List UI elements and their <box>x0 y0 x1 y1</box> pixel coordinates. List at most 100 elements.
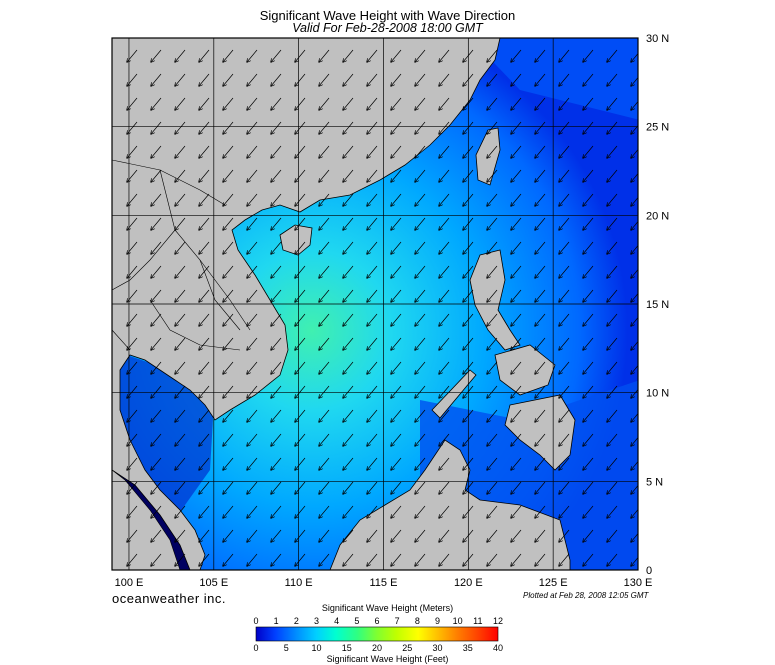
wave-arrow <box>391 289 402 302</box>
wave-arrow <box>559 193 570 206</box>
wave-arrow <box>295 313 306 326</box>
wave-arrow <box>391 49 402 62</box>
wave-arrow <box>295 121 306 134</box>
land-visayas <box>494 344 556 396</box>
wave-arrow <box>583 553 594 566</box>
wave-arrow <box>319 289 330 302</box>
wave-arrow <box>583 49 594 62</box>
wave-arrow <box>367 337 378 350</box>
wave-arrow <box>583 121 594 134</box>
wave-arrow <box>535 529 546 542</box>
wave-arrow <box>583 289 594 302</box>
wave-arrow <box>607 385 618 398</box>
wave-arrow <box>583 217 594 230</box>
wave-arrow <box>271 361 282 374</box>
wave-arrow <box>295 481 306 494</box>
wave-arrow <box>199 289 210 302</box>
wave-arrow <box>223 193 234 206</box>
wave-arrow <box>511 217 522 230</box>
land-palawan <box>431 369 477 419</box>
wave-arrow <box>151 313 162 326</box>
wave-arrow <box>247 505 258 518</box>
wave-arrow <box>295 505 306 518</box>
wave-arrow <box>607 553 618 566</box>
wave-arrow <box>247 217 258 230</box>
colorbar-feet-tick: 10 <box>311 643 321 653</box>
wave-arrow <box>607 97 618 110</box>
wave-arrow <box>511 337 522 350</box>
wave-arrow <box>415 337 426 350</box>
wave-arrow <box>151 505 162 518</box>
wave-arrow <box>631 101 638 110</box>
wave-arrow <box>583 481 594 494</box>
wave-arrow <box>631 125 638 134</box>
wave-arrow <box>271 241 282 254</box>
wave-arrow <box>175 337 186 350</box>
wave-arrow <box>319 361 330 374</box>
wave-arrow <box>415 505 426 518</box>
colorbar-meter-tick: 4 <box>334 616 339 626</box>
wave-arrow <box>295 289 306 302</box>
wave-arrow <box>343 193 354 206</box>
wave-arrow <box>175 409 186 422</box>
wave-arrow <box>559 553 570 566</box>
wave-arrow <box>175 529 186 542</box>
wave-arrow <box>247 457 258 470</box>
wave-arrow <box>247 529 258 542</box>
wave-arrow <box>583 265 594 278</box>
wave-arrow <box>487 313 498 326</box>
wave-arrow <box>415 529 426 542</box>
wave-arrow <box>367 217 378 230</box>
wave-arrow <box>559 409 570 422</box>
wave-arrow <box>415 313 426 326</box>
wave-arrow <box>271 217 282 230</box>
colorbar-meter-tick: 5 <box>354 616 359 626</box>
wave-arrow <box>295 433 306 446</box>
land-borneo <box>329 439 571 570</box>
wave-arrow <box>151 337 162 350</box>
wave-arrow <box>151 289 162 302</box>
wave-arrow <box>511 169 522 182</box>
wave-arrow <box>487 385 498 398</box>
wave-arrow <box>295 97 306 110</box>
wave-arrow <box>199 385 210 398</box>
wave-arrow <box>247 265 258 278</box>
wave-arrow <box>439 529 450 542</box>
wave-arrow <box>559 481 570 494</box>
wave-arrow <box>223 457 234 470</box>
wave-arrow <box>223 121 234 134</box>
wave-arrow <box>367 361 378 374</box>
wave-arrow <box>223 265 234 278</box>
wave-arrow <box>175 265 186 278</box>
wave-arrow <box>151 241 162 254</box>
wave-arrow <box>151 265 162 278</box>
wave-arrow <box>271 553 282 566</box>
wave-arrow <box>247 73 258 86</box>
wave-arrow <box>631 245 638 254</box>
plotted-time: Plotted at Feb 28, 2008 12:05 GMT <box>523 591 649 600</box>
wave-arrow <box>319 433 330 446</box>
wave-arrow <box>271 145 282 158</box>
wave-arrow <box>535 337 546 350</box>
wave-arrow <box>607 49 618 62</box>
lat-tick-label: 30 N <box>646 33 669 45</box>
wave-arrow <box>415 409 426 422</box>
wave-arrow <box>367 409 378 422</box>
wave-arrow <box>535 289 546 302</box>
wave-arrow <box>223 217 234 230</box>
wave-arrow <box>319 385 330 398</box>
wave-arrow <box>583 529 594 542</box>
wave-arrow <box>391 169 402 182</box>
wave-arrow <box>439 457 450 470</box>
wave-arrow <box>511 265 522 278</box>
wave-arrow <box>319 193 330 206</box>
wave-arrow <box>487 241 498 254</box>
wave-arrow <box>511 505 522 518</box>
wave-arrow <box>223 169 234 182</box>
wave-arrow <box>607 457 618 470</box>
wave-arrow <box>631 485 638 494</box>
wave-arrow <box>631 557 638 566</box>
wave-arrow <box>223 49 234 62</box>
wave-arrow <box>175 361 186 374</box>
wave-arrow <box>271 49 282 62</box>
